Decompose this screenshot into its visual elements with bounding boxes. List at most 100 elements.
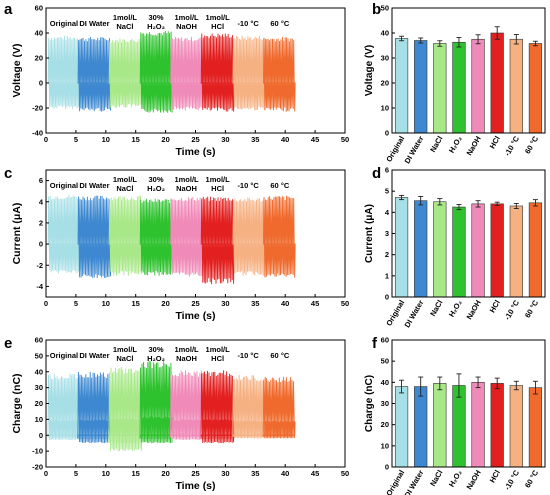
panel-e: 0 5 10 15 20 25 30 35 40 45 50 -20 -10 0 10 20 30 40 50 60 T…	[11, 336, 349, 493]
ylabel-c: Current (μA)	[11, 203, 23, 265]
ylabel-d: Current (μA)	[364, 204, 375, 263]
bar-b-0	[394, 38, 409, 134]
ytick-label-b-30: 30	[381, 54, 389, 63]
category-label-b-6: -10 °C	[503, 134, 522, 157]
group-label-a-4-0: 1mol/L	[174, 13, 199, 22]
ylabel-b: Voltage (V)	[364, 45, 375, 96]
ytick-label-e-50: 50	[35, 351, 43, 360]
bar-b-7	[528, 43, 543, 134]
xtick-label-e-30: 30	[221, 469, 229, 478]
ytick-label-d-6: 6	[385, 166, 389, 175]
bar-d-2	[433, 201, 447, 298]
group-label-c-1-0: DI Water	[79, 181, 109, 190]
category-label-f-1: DI Water	[403, 468, 426, 495]
xtick-label-c-50: 50	[341, 299, 349, 308]
xtick-label-a-5: 5	[74, 135, 78, 144]
ytick-label-a-40: 40	[35, 29, 43, 38]
ytick-label-e-30: 30	[35, 383, 43, 392]
group-label-e-7-0: 60 °C	[270, 351, 289, 360]
ytick-label-c--4: -4	[36, 282, 43, 291]
ytick-label-c-6: 6	[39, 176, 43, 185]
group-label-e-5-1: HCl	[211, 354, 224, 363]
group-label-c-6-0: -10 °C	[237, 181, 259, 190]
signal-a-0	[47, 35, 81, 110]
ytick-label-f-20: 20	[381, 420, 389, 429]
category-label-d-3: H₂O₂	[447, 299, 464, 319]
xtick-label-c-40: 40	[281, 299, 289, 308]
category-label-d-7: 60 °C	[523, 298, 541, 319]
signal-c-3	[139, 198, 174, 276]
category-label-d-5: HCl	[488, 299, 502, 315]
ytick-label-d-1: 1	[385, 271, 389, 280]
ytick-label-c-0: 0	[39, 240, 43, 249]
category-label-f-4: NaOH	[465, 469, 483, 492]
xlabel-a: Time (s)	[175, 146, 215, 158]
ylabel-e: Charge (nC)	[11, 373, 23, 433]
group-label-e-3-1: H₂O₂	[147, 354, 165, 363]
axes-b-frame	[391, 7, 546, 134]
signal-a-5	[200, 33, 235, 112]
xtick-label-c-30: 30	[221, 299, 229, 308]
xtick-label-e-50: 50	[341, 469, 349, 478]
group-label-a-3-1: H₂O₂	[147, 22, 165, 31]
group-label-e-2-0: 1mol/L	[113, 345, 138, 354]
signal-e-3	[139, 360, 173, 444]
ytick-label-c-4: 4	[39, 197, 44, 206]
bar-b-4	[471, 38, 485, 134]
category-label-f-0: Original	[384, 469, 406, 495]
group-label-c-0-0: Original	[50, 181, 78, 190]
ytick-label-a--20: -20	[32, 104, 43, 113]
xlabel-e: Time (s)	[175, 480, 215, 492]
bar-d-0	[394, 197, 409, 298]
bar-d-1	[414, 200, 428, 298]
xtick-label-c-20: 20	[161, 299, 169, 308]
xtick-label-a-45: 45	[311, 135, 319, 144]
group-label-c-4-1: NaOH	[176, 184, 197, 193]
xlabel-c: Time (s)	[175, 310, 215, 322]
bar-d-6	[509, 205, 523, 298]
category-label-b-4: NaOH	[465, 135, 483, 158]
group-label-a-1-0: DI Water	[79, 19, 109, 28]
ytick-label-e--10: -10	[32, 447, 43, 456]
category-label-f-3: H₂O₂	[447, 469, 464, 489]
signal-c-0	[47, 194, 81, 274]
xtick-label-e-40: 40	[281, 469, 289, 478]
category-label-f-5: HCl	[488, 469, 502, 485]
xtick-label-c-5: 5	[74, 299, 78, 308]
ytick-label-d-2: 2	[385, 250, 389, 259]
ytick-label-f-10: 10	[381, 441, 389, 450]
signal-e-1	[77, 371, 112, 444]
category-label-d-6: -10 °C	[503, 298, 522, 321]
group-label-a-4-1: NaOH	[176, 22, 197, 31]
ytick-label-e-0: 0	[39, 431, 43, 440]
group-label-a-0-0: Original	[50, 19, 78, 28]
signal-e-6	[232, 374, 266, 439]
bar-f-3	[452, 385, 466, 468]
bar-f-7	[528, 387, 543, 468]
bar-d-4	[471, 203, 485, 298]
bar-f-6	[509, 385, 523, 468]
xtick-label-e-0: 0	[44, 469, 48, 478]
signal-c-4	[170, 196, 204, 277]
signal-a-6	[232, 35, 266, 111]
signal-e-5	[200, 370, 235, 444]
xtick-label-c-45: 45	[311, 299, 319, 308]
signal-c-2	[108, 195, 143, 276]
xtick-label-e-35: 35	[251, 469, 259, 478]
xtick-label-c-35: 35	[251, 299, 259, 308]
group-label-e-1-0: DI Water	[79, 351, 109, 360]
category-label-f-2: NaCl	[428, 469, 444, 488]
category-label-f-7: 60 °C	[523, 468, 541, 489]
ytick-label-a--40: -40	[32, 129, 43, 138]
ytick-label-d-4: 4	[385, 208, 390, 217]
group-label-a-5-0: 1mol/L	[206, 13, 231, 22]
xtick-label-a-10: 10	[102, 135, 110, 144]
ytick-label-d-5: 5	[385, 187, 389, 196]
xtick-label-a-20: 20	[161, 135, 169, 144]
ytick-label-f-0: 0	[385, 463, 389, 472]
group-label-e-2-1: NaCl	[116, 354, 133, 363]
group-label-c-3-1: H₂O₂	[147, 184, 165, 193]
category-label-b-2: NaCl	[428, 135, 444, 154]
bar-b-1	[414, 40, 428, 134]
